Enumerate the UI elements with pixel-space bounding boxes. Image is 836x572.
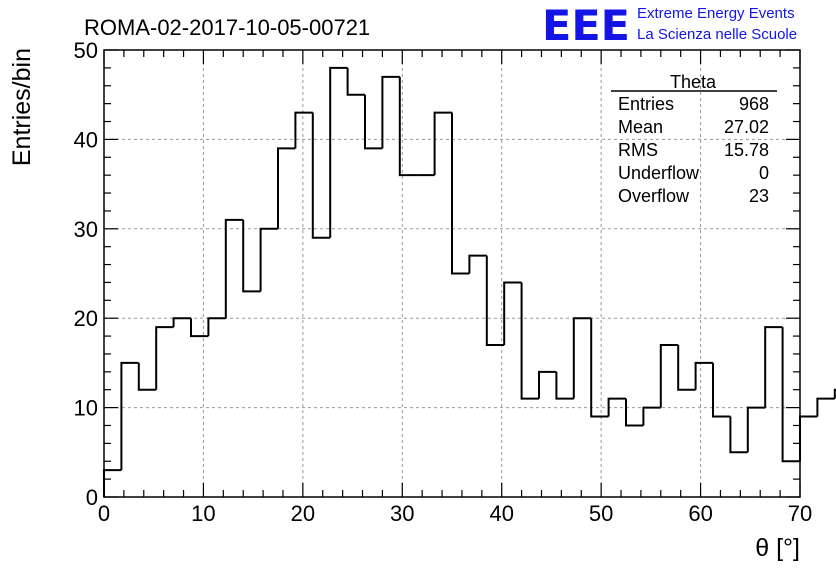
stats-box: Theta Entries 968 Mean 27.02 RMS 15.78 Underfl… <box>611 72 777 206</box>
histogram-bin <box>833 388 836 399</box>
histogram-bin <box>329 66 348 238</box>
histogram-bin <box>224 218 244 319</box>
x-tick-label: 20 <box>291 501 315 526</box>
histogram-bin <box>364 94 383 150</box>
stats-value: 968 <box>739 94 769 114</box>
stats-value: 15.78 <box>724 140 769 160</box>
y-tick-label: 30 <box>74 217 98 242</box>
tick-layer <box>103 49 801 498</box>
stats-label: RMS <box>618 140 658 160</box>
x-tick-label: 0 <box>98 501 110 526</box>
histogram-bin <box>625 398 644 427</box>
histogram-bin <box>207 317 226 337</box>
histogram-bin <box>816 397 835 417</box>
x-tick-label: 50 <box>589 501 613 526</box>
histogram-bin <box>190 318 209 338</box>
histogram-bin <box>572 317 592 399</box>
x-tick-label: 40 <box>489 501 513 526</box>
histogram-bin <box>729 416 748 454</box>
histogram-bin <box>555 371 574 400</box>
histogram-bin <box>120 361 139 471</box>
stats-value: 27.02 <box>724 117 769 137</box>
histogram-bin <box>607 397 626 417</box>
histogram-bin <box>381 75 400 149</box>
stats-value: 0 <box>759 163 769 183</box>
histogram-bin <box>485 255 505 347</box>
histogram-bin <box>468 254 487 274</box>
histogram-bin <box>520 282 539 400</box>
histogram-bin <box>155 326 174 390</box>
histogram-bin <box>137 362 157 391</box>
x-tick-label: 70 <box>788 501 812 526</box>
run-title: ROMA-02-2017-10-05-00721 <box>84 15 370 40</box>
stats-value: 23 <box>749 186 769 206</box>
histogram-bin <box>677 345 696 391</box>
x-tick-label: 60 <box>688 501 712 526</box>
y-tick-label: 40 <box>74 127 98 152</box>
histogram-bin <box>590 318 609 418</box>
histogram-bin <box>642 406 661 426</box>
stats-label: Entries <box>618 94 674 114</box>
eee-logo-line2: La Scienza nelle Scuole <box>637 26 797 43</box>
x-axis-title: θ [°] <box>755 534 800 562</box>
histogram-bin <box>764 326 783 408</box>
y-tick-label: 10 <box>74 396 98 421</box>
eee-logo-mark: EEE <box>542 1 630 50</box>
histogram-bin <box>346 67 365 96</box>
histogram-bin <box>294 111 313 149</box>
stats-title: Theta <box>670 72 717 92</box>
histogram-bin <box>398 76 418 177</box>
histogram-bin <box>277 147 296 229</box>
histogram-bin <box>746 406 766 453</box>
histogram-bin <box>172 317 191 328</box>
y-tick-label: 50 <box>74 38 98 63</box>
histogram-bin <box>503 281 522 346</box>
histogram-bin <box>259 227 278 292</box>
plot-frame <box>103 49 801 498</box>
y-tick-label: 0 <box>86 485 98 510</box>
tick-label-layer: 0 10 20 30 40 50 60 70 0 10 20 30 40 50 <box>74 38 813 526</box>
stats-label: Mean <box>618 117 663 137</box>
histogram-bin <box>242 219 261 293</box>
x-tick-label: 30 <box>390 501 414 526</box>
y-axis-title: Entries/bin <box>8 48 36 166</box>
histogram-bin <box>433 111 452 176</box>
histogram-bin <box>712 362 731 418</box>
histogram-layer <box>103 66 836 497</box>
histogram-bin <box>659 344 679 408</box>
y-tick-label: 20 <box>74 306 98 331</box>
histogram-bin <box>311 112 331 239</box>
eee-logo: EEE Extreme Energy Events La Scienza nel… <box>542 1 797 50</box>
stats-rows: Entries 968 Mean 27.02 RMS 15.78 Underflow 0 Ove… <box>618 94 769 206</box>
histogram-bin <box>538 370 557 399</box>
stats-label: Overflow <box>618 186 690 206</box>
x-tick-label: 10 <box>191 501 215 526</box>
stats-label: Underflow <box>618 163 700 183</box>
histogram-bin <box>451 112 470 275</box>
eee-logo-line1: Extreme Energy Events <box>637 5 795 22</box>
axis-layer <box>103 49 801 498</box>
histogram-bin <box>694 361 713 390</box>
